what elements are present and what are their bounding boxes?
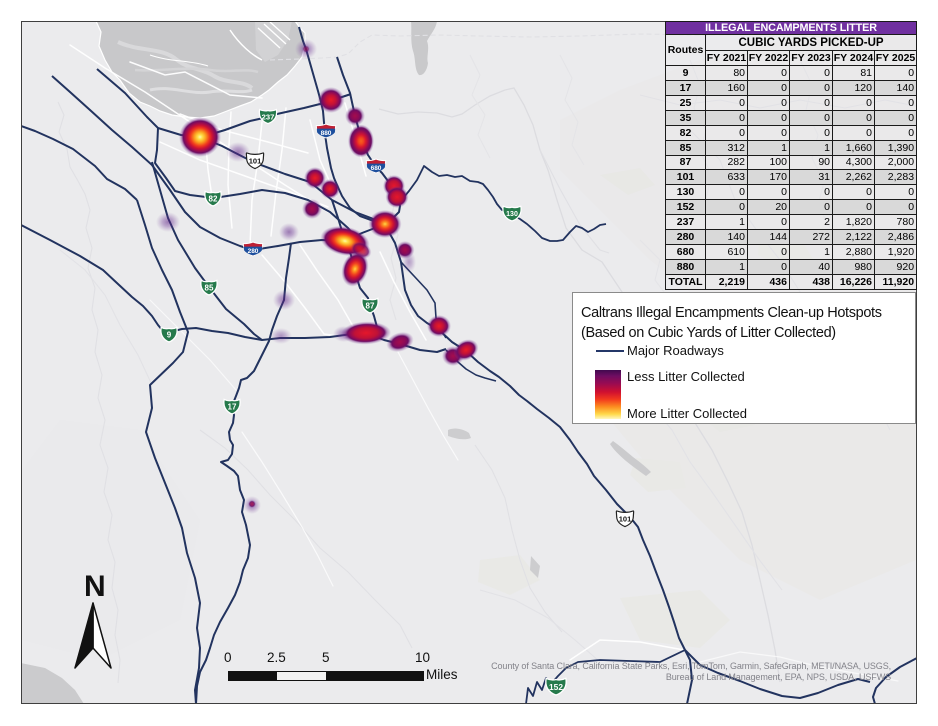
svg-text:87: 87 — [366, 302, 375, 311]
svg-text:152: 152 — [549, 682, 563, 692]
svg-text:85: 85 — [205, 284, 214, 293]
svg-text:680: 680 — [371, 165, 382, 172]
svg-text:101: 101 — [249, 156, 262, 165]
svg-text:N: N — [84, 570, 106, 603]
svg-text:130: 130 — [506, 211, 518, 218]
svg-text:82: 82 — [209, 195, 218, 204]
svg-text:280: 280 — [248, 248, 259, 255]
svg-text:17: 17 — [228, 403, 237, 412]
svg-text:237: 237 — [262, 112, 275, 121]
svg-text:9: 9 — [167, 331, 172, 340]
svg-text:101: 101 — [619, 514, 632, 523]
svg-text:880: 880 — [321, 130, 332, 137]
